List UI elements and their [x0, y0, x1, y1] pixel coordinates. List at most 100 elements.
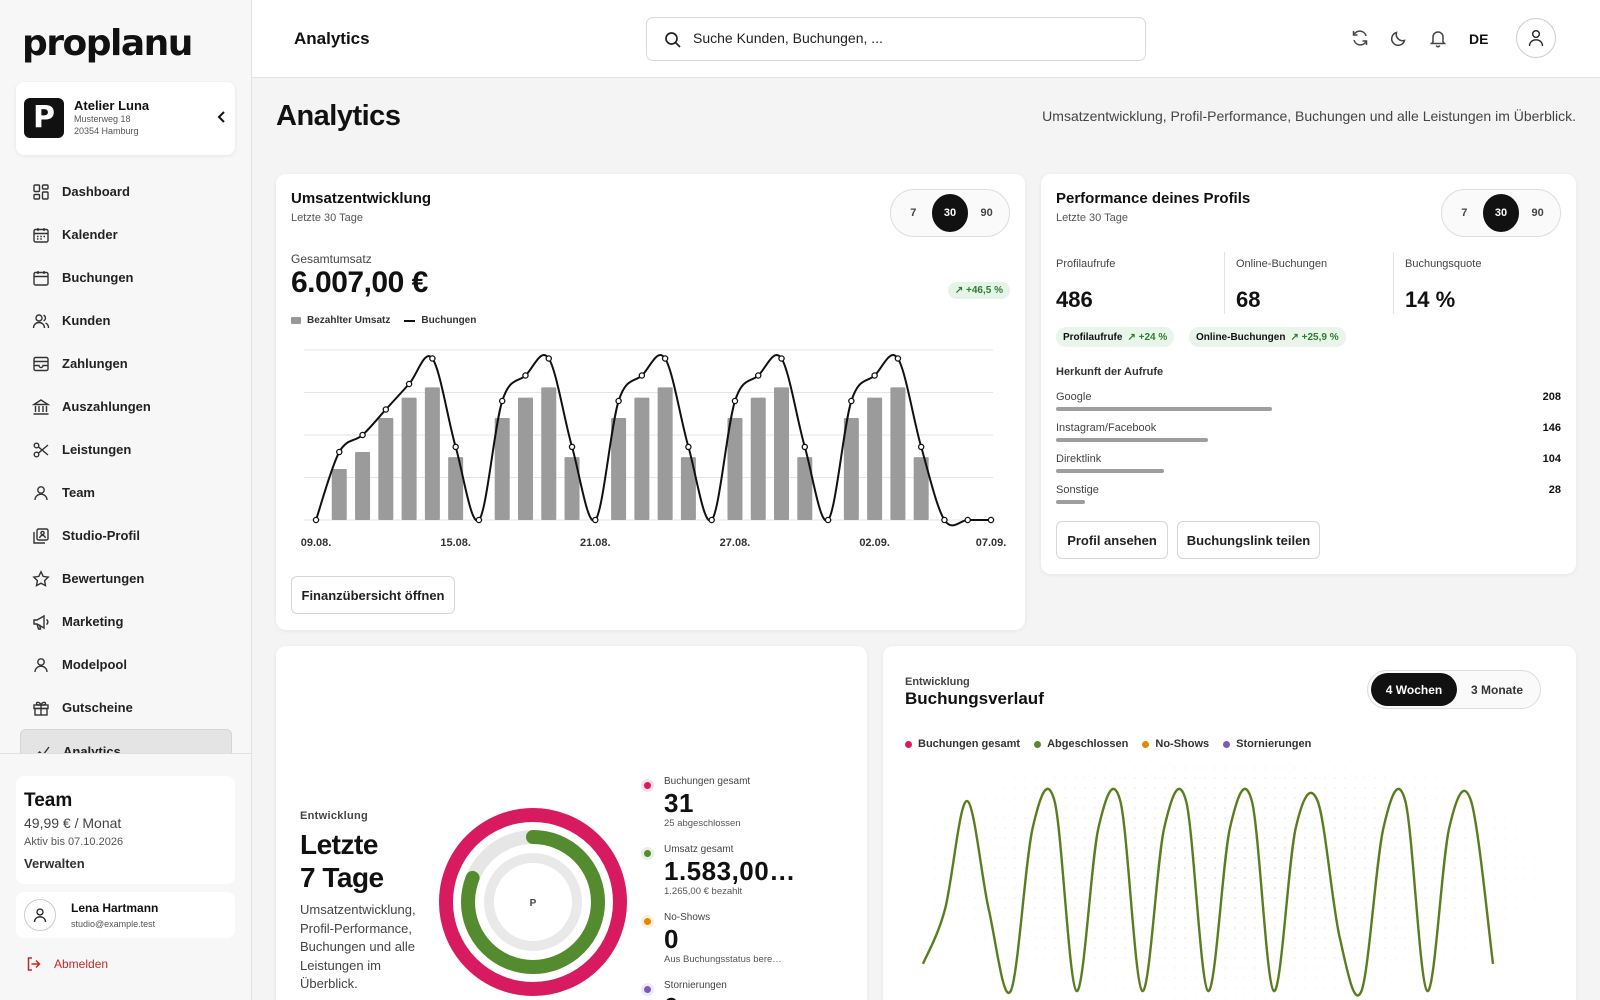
sidebar-item-kunden[interactable]: Kunden [20, 299, 232, 342]
legend-item: No-Shows [1142, 738, 1209, 750]
revenue-bar [797, 457, 813, 520]
range-4-weeks-button[interactable]: 4 Wochen [1371, 673, 1457, 706]
source-bar [1056, 469, 1164, 473]
nav-divider [0, 753, 251, 763]
topbar-title: Analytics [294, 29, 370, 48]
bookings-point [661, 355, 669, 362]
profile-views-trend-chip: Profilaufrufe ↗ +24 % [1056, 327, 1175, 347]
open-finance-overview-button[interactable]: Finanzübersicht öffnen [291, 576, 455, 614]
team-icon [34, 485, 48, 500]
range-90-button[interactable]: 90 [1531, 207, 1544, 219]
bookings-point [498, 397, 506, 405]
bookings-point [754, 372, 762, 379]
chip-label: Online-Buchungen [1196, 331, 1286, 343]
logout-button[interactable]: Abmelden [26, 956, 108, 972]
brand-logo[interactable]: proplanu [22, 23, 193, 64]
dashboard-icon [33, 183, 49, 200]
x-tick-label: 21.08. [580, 537, 611, 549]
search-icon [665, 32, 681, 48]
sidebar-item-bewertungen[interactable]: Bewertungen [20, 557, 232, 600]
sidebar-item-auszahlungen[interactable]: Auszahlungen [20, 385, 232, 428]
revenue-bar [890, 387, 906, 520]
stat-dot [644, 782, 651, 789]
sidebar-item-kalender[interactable]: Kalender [20, 213, 232, 256]
ring-track [484, 853, 582, 951]
notifications-icon[interactable] [1428, 28, 1448, 53]
page-title: Analytics [276, 100, 401, 132]
stat-value: 31 [664, 788, 694, 818]
sidebar-item-label: Marketing [62, 614, 124, 629]
ring-completed [461, 830, 605, 974]
revenue-bar [331, 469, 347, 520]
bookings-point [801, 443, 809, 451]
range-7-button[interactable]: 7 [910, 207, 917, 219]
language-switch[interactable]: DE [1469, 31, 1489, 47]
sidebar-item-label: Studio-Profil [62, 528, 140, 543]
profile-card-title: Performance deines Profils [1056, 190, 1251, 207]
sidebar-item-gutscheine[interactable]: Gutscheine [20, 686, 232, 729]
search-bar[interactable] [646, 17, 1146, 61]
share-booking-link-button[interactable]: Buchungslink teilen [1177, 521, 1320, 559]
sidebar-item-team[interactable]: Team [20, 471, 232, 514]
range-3-months-button[interactable]: 3 Monate [1470, 682, 1523, 697]
plan-card: Team 49,99 € / Monat Aktiv bis 07.10.202… [16, 776, 235, 884]
collapse-sidebar-icon[interactable] [217, 110, 227, 126]
scissors-icon [33, 442, 49, 457]
modelpool-icon [34, 657, 48, 672]
bookings-point [731, 397, 739, 405]
studio-switcher[interactable]: P Atelier Luna Musterweg 18 20354 Hambur… [16, 82, 235, 155]
bookings-point [778, 355, 785, 362]
bookings-ring-chart: P [439, 808, 627, 996]
range-7-button[interactable]: 7 [1461, 207, 1468, 219]
range-30-button[interactable]: 30 [1482, 194, 1520, 232]
plan-price: 49,99 € / Monat [24, 815, 122, 831]
user-card[interactable]: Lena Hartmann studio@example.test [16, 892, 235, 938]
revenue-bar [680, 457, 696, 520]
revenue-bar [750, 397, 766, 520]
source-value: 208 [1542, 391, 1561, 403]
source-bar [1056, 438, 1208, 442]
sidebar-item-dashboard[interactable]: Dashboard [20, 170, 232, 213]
range-30-button[interactable]: 30 [931, 194, 969, 232]
kpi-label: Buchungsquote [1405, 258, 1482, 270]
search-input[interactable] [693, 30, 1123, 46]
bookings-point [917, 443, 925, 451]
range-90-button[interactable]: 90 [980, 207, 993, 219]
bookings-point [824, 516, 832, 524]
source-bar [1056, 500, 1086, 504]
sidebar-item-label: Leistungen [62, 442, 132, 457]
legend-swatch-bar [291, 317, 301, 324]
plan-valid-until: Aktiv bis 07.10.2026 [24, 836, 124, 848]
account-avatar[interactable] [1516, 18, 1556, 58]
sidebar-item-marketing[interactable]: Marketing [20, 600, 232, 643]
revenue-bar [611, 418, 627, 520]
ring-center [499, 868, 567, 936]
sidebar-item-label: Modelpool [62, 657, 127, 672]
sidebar-item-modelpool[interactable]: Modelpool [20, 643, 232, 686]
history-legend: Buchungen gesamt Abgeschlossen No-Shows Sto… [905, 738, 1311, 750]
sidebar-item-zahlungen[interactable]: Zahlungen [20, 342, 232, 385]
sidebar-item-label: Team [62, 485, 95, 500]
profile-card-period: Letzte 30 Tage [1056, 212, 1128, 224]
bookings-point [405, 380, 413, 388]
bank-icon [32, 398, 50, 415]
legend-item: Abgeschlossen [1034, 738, 1128, 750]
user-avatar [24, 899, 56, 931]
sidebar-item-leistungen[interactable]: Leistungen [20, 428, 232, 471]
manage-plan-link[interactable]: Verwalten [24, 856, 85, 871]
dark-mode-icon[interactable] [1389, 28, 1409, 53]
bookings-overview-card: Entwicklung Letzte 7 Tage Umsatzentwickl… [276, 646, 867, 1000]
bookings-point [312, 516, 320, 524]
sidebar-item-studio-profil[interactable]: Studio-Profil [20, 514, 232, 557]
source-name: Instagram/Facebook [1056, 422, 1157, 434]
bookings-point [336, 448, 343, 456]
revenue-range-selector: 7 30 90 [890, 189, 1010, 237]
source-value: 104 [1542, 453, 1561, 465]
sidebar-item-buchungen[interactable]: Buchungen [20, 256, 232, 299]
sidebar: proplanu P Atelier Luna Musterweg 18 203… [0, 0, 252, 1000]
payments-icon [33, 356, 49, 371]
view-profile-button[interactable]: Profil ansehen [1056, 521, 1168, 559]
refresh-icon[interactable] [1350, 28, 1370, 53]
bookings-eyebrow: Entwicklung [300, 810, 369, 822]
completed-line [921, 787, 1495, 997]
